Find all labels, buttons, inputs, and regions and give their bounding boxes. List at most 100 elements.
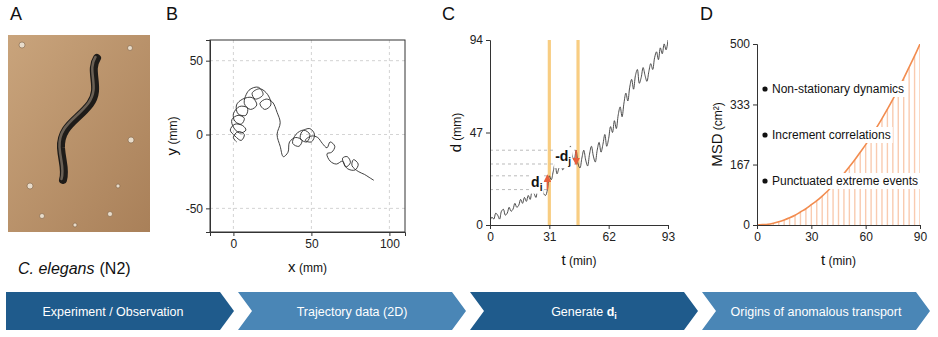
banner-step [6,292,234,330]
y-tick-mark [206,135,210,136]
annotation-arrow [547,176,549,190]
y-axis: 0167333500 [730,37,758,232]
series-line [490,40,668,221]
y-tick: 167 [730,158,757,172]
x-tick-label: 60 [859,230,873,244]
axis-title-unit: (min) [825,254,856,268]
annotation-subscript: j [567,156,571,167]
area-hatch [908,67,909,225]
y-tick: -50 [186,202,210,216]
banner: Experiment / Observation Trajectory data … [6,292,930,330]
x-tick-mark [866,225,867,229]
caption: C. elegans(N2) [18,260,131,277]
x-tick-label: 31 [543,230,557,244]
grid-line-y [210,208,405,209]
y-axis: 0 47 94 [470,33,491,232]
highlight-band [548,40,551,225]
y-tick: 50 [190,54,210,68]
plot-area [757,44,920,225]
label-patch [760,173,920,189]
annotation-text: di [531,174,543,193]
bullet-item: Non-stationary dynamics [760,81,906,97]
axis-title-unit: (mm) [166,117,180,148]
worm-highlight [59,57,95,179]
annotation-label: -dj [554,147,572,168]
bullet [762,178,767,183]
x-tick-label: 50 [305,237,319,251]
x-tick: 0 [754,225,761,244]
axis-title: t (min) [821,251,856,268]
y-tick-mark [753,44,757,45]
banner-label: Experiment / Observation [42,305,183,319]
y-tick-mark [206,61,210,62]
banner-step [238,292,466,330]
area-hatch [827,191,828,225]
photo-speck [108,212,113,217]
bullet-text: Punctuated extreme events [772,174,918,188]
area-hatch [794,215,795,225]
photo-background [8,35,150,232]
bullet [762,86,767,91]
banner-label: Generate [551,305,607,319]
photo-speck [73,223,77,227]
bullet [762,132,767,137]
x-tick-label: 62 [602,230,616,244]
y-tick-label: 0 [196,128,203,142]
area-hatch [805,209,806,225]
area-hatch [822,196,823,225]
x-axis: 0 31 62 93 [487,225,675,244]
y-tick-label: 47 [470,126,484,140]
x-tick: 50 [305,232,319,251]
x-tick-label: 93 [662,230,676,244]
x-tick-mark [549,225,550,229]
x-tick: 93 [662,225,676,244]
photo-speck [27,183,33,189]
annotation-symbol: -d [555,148,568,164]
area-hatch [832,186,833,225]
y-tick: 0 [196,128,210,142]
y-tick: 94 [470,33,490,47]
y-tick-label: 0 [476,218,483,232]
axis-title: x (mm) [288,258,327,275]
y-tick-label: 0 [743,218,750,232]
label-patch [760,127,893,143]
photo-speck [128,137,134,143]
highlight-band [576,40,579,225]
x-tick: 60 [859,225,873,244]
x-tick-mark [233,232,234,236]
plot-frame [210,40,405,232]
area-hatch [898,89,899,225]
x-axis: 0306090 [754,225,927,244]
area-line [757,44,920,225]
label-patch [760,81,906,97]
axis-title: d (mm) [447,113,464,153]
x-tick-label: 0 [231,237,238,251]
bullet-item: Punctuated extreme events [760,173,920,189]
x-axis: 050100 [211,232,406,251]
annotation-symbol: d [531,174,540,190]
y-axis: -50 0 50 [186,41,211,233]
x-tick-mark [609,225,610,229]
x-tick-mark [311,232,312,236]
annotation-subscript: i [540,182,543,193]
axis-title-unit: (cm²) [711,102,725,133]
panel-B: 050100-50050x (mm)y (mm) [163,40,405,275]
bullet-text: Increment correlations [772,128,891,142]
annotation-arrow [575,150,577,164]
x-tick-mark [389,232,390,236]
axis-title: MSD (cm²) [708,102,725,167]
y-tick-label: -50 [186,202,204,216]
banner-label: Trajectory data (2D) [297,305,408,319]
annotation-text: -dj [555,148,571,167]
x-tick: 0 [487,225,494,244]
x-tick-label: 0 [487,230,494,244]
x-axis-line [211,233,406,237]
figure: AC. elegans(N2)B050100-50050x (mm)y (mm)… [0,0,938,337]
y-tick: 0 [476,218,490,232]
label-patch [554,147,572,168]
x-axis-line [491,226,669,230]
axis-title-unit: (mm) [450,113,464,144]
axis-title: t (min) [562,251,597,268]
y-tick-mark [486,133,490,134]
photo-speck [116,184,120,188]
